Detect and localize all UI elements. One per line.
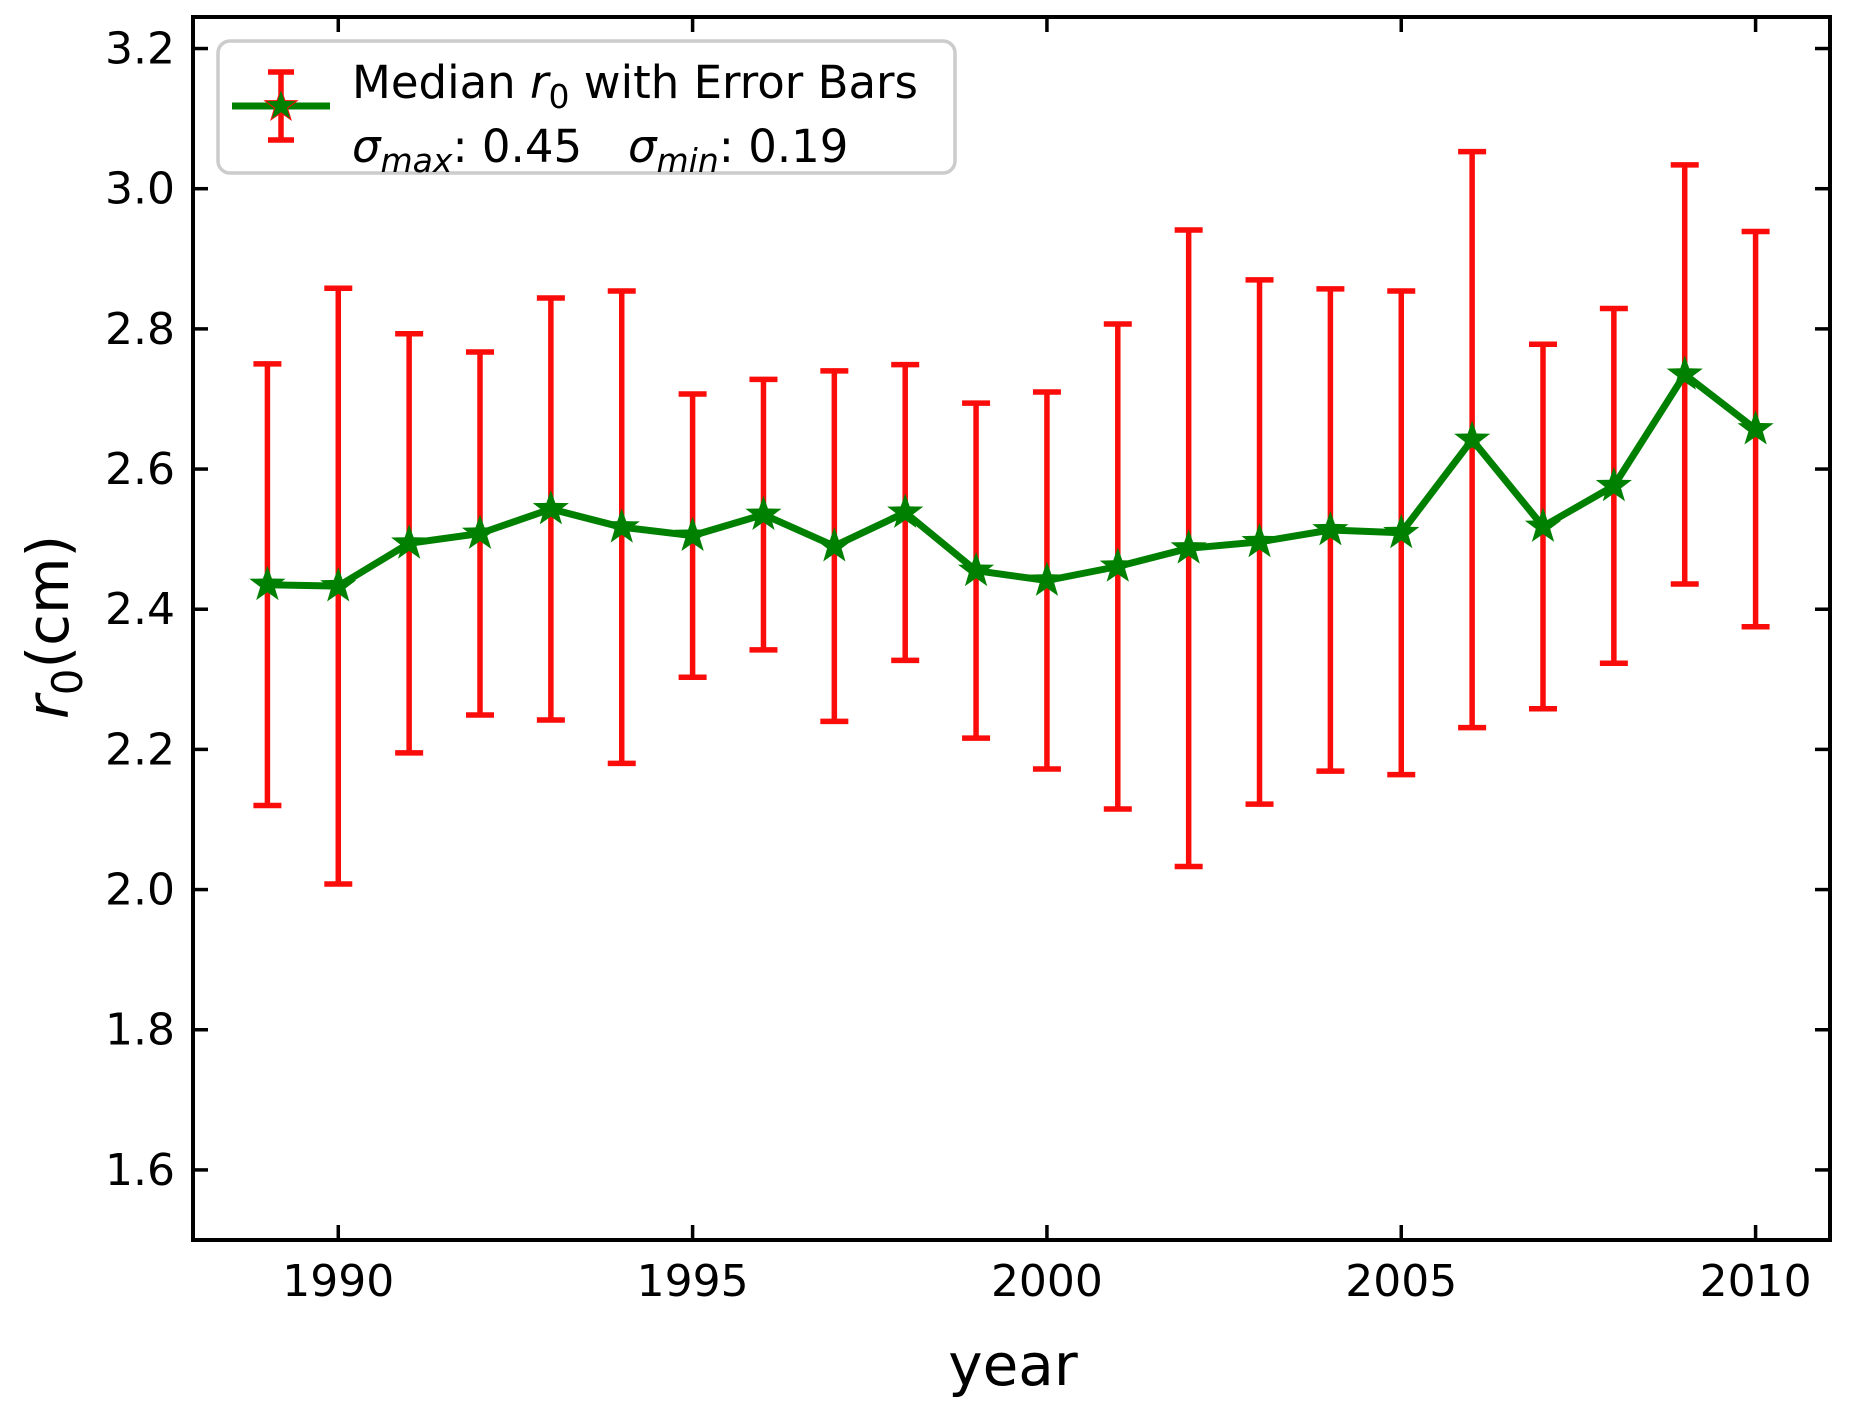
legend-sigma-min-value: : 0.19 [719,120,849,173]
error-bars [253,148,1770,887]
median-marker-1999 [958,551,995,587]
median-marker-2003 [1241,522,1278,558]
legend-sigma-max-symbol: σ [352,120,382,173]
x-tick-labels: 1990 1995 2000 2005 2010 [282,1256,1811,1307]
median-markers [249,355,1774,602]
y-tick-label-3.2: 3.2 [105,24,175,75]
legend-line1-sub: 0 [549,77,570,116]
x-tick-label-2010: 2010 [1700,1256,1812,1307]
median-marker-2001 [1099,547,1136,582]
legend-line1-post: with Error Bars [570,56,918,109]
legend: Median r0 with Error Bars σmax: 0.45 σmin… [216,39,957,180]
median-marker-2006 [1454,420,1491,455]
median-marker-1995 [674,516,711,551]
y-tick-label-3.0: 3.0 [105,164,175,215]
legend-sigma-max-sub: max [381,141,453,180]
median-polyline [263,370,1760,590]
median-marker-2004 [1312,511,1349,546]
y-axis-label-var: r [14,692,82,719]
y-tick-label-2.0: 2.0 [105,865,175,916]
y-tick-label-1.6: 1.6 [105,1145,175,1196]
median-marker-1993 [532,490,569,525]
y-tick-label-2.2: 2.2 [105,724,175,775]
median-line [263,370,1760,590]
legend-label-line1: Median r0 with Error Bars [352,56,918,116]
median-marker-1990 [320,567,357,602]
axis-ticks [193,17,1830,1240]
legend-sigma-max-value: : 0.45 [452,120,582,173]
y-tick-labels: 1.6 1.8 2.0 2.2 2.4 2.6 2.8 3.0 3.2 [105,24,175,1196]
plot-frame [191,15,1832,1242]
median-marker-1992 [461,514,499,549]
y-axis-label: r0(cm) [14,535,92,719]
x-tick-label-2005: 2005 [1345,1256,1457,1307]
median-marker-2005 [1383,513,1420,549]
legend-sigma-min-symbol: σ [628,120,658,173]
legend-box [216,39,957,175]
legend-star-marker [263,87,299,122]
median-marker-2002 [1170,529,1207,564]
legend-line1-var: r [530,56,551,109]
median-marker-2010 [1737,410,1774,445]
y-tick-label-2.6: 2.6 [105,444,175,495]
y-axis-label-sub: 0 [43,669,92,696]
y-axis-label-unit: (cm) [14,535,82,669]
median-marker-1989 [249,565,286,601]
median-marker-1996 [745,495,782,530]
x-tick-label-2000: 2000 [991,1256,1103,1307]
legend-line1-pre: Median [352,56,530,109]
y-tick-label-2.4: 2.4 [105,584,175,635]
legend-label-line2: σmax: 0.45 σmin: 0.19 [352,120,848,180]
x-tick-label-1995: 1995 [637,1256,749,1307]
x-axis-label: year [948,1331,1078,1399]
median-marker-1998 [887,493,924,528]
median-marker-1991 [391,524,428,559]
median-marker-2007 [1524,507,1562,542]
legend-sigma-min-sub: min [657,141,719,180]
x-tick-label-1990: 1990 [282,1256,394,1307]
median-marker-1997 [816,527,853,562]
legend-errorbar-handle [232,69,330,143]
median-marker-1994 [603,508,640,543]
y-tick-label-1.8: 1.8 [105,1005,175,1056]
median-marker-2009 [1666,355,1703,390]
median-marker-2008 [1595,466,1632,502]
y-tick-label-2.8: 2.8 [105,304,175,355]
median-marker-2000 [1028,561,1065,596]
